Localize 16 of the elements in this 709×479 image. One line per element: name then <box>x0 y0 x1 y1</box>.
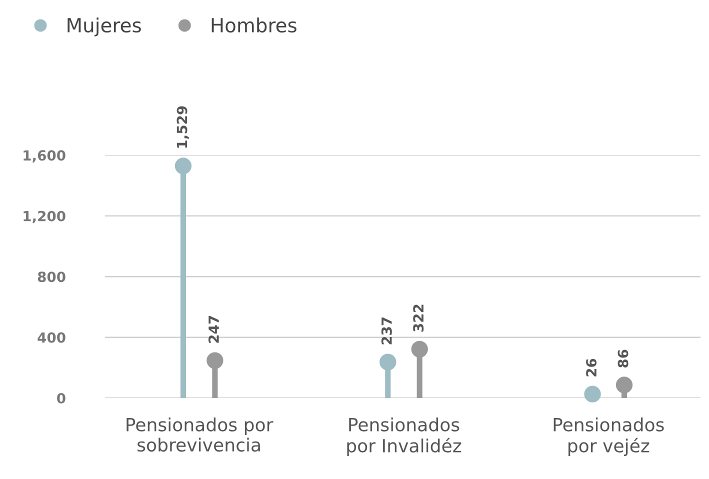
data-label: 86 <box>618 350 628 368</box>
data-label: 26 <box>586 358 597 376</box>
x-tick-label: Pensionados por sobrevivencia <box>126 417 274 452</box>
data-label: 247 <box>208 316 219 343</box>
x-tick-label: Pensionados por Invalidéz <box>347 417 462 456</box>
y-tick-label: 1,600 <box>24 150 66 162</box>
data-label: 322 <box>413 304 424 332</box>
x-tick-label: Pensionados por vejéz <box>554 417 664 456</box>
data-label: 237 <box>381 318 392 344</box>
y-tick-label: 0 <box>57 393 66 404</box>
data-label: 1,529 <box>176 106 190 148</box>
y-tick-label: 400 <box>38 332 66 343</box>
y-tick-label: 1,200 <box>24 210 66 224</box>
legend-label: Hombres <box>212 18 296 33</box>
y-tick-label: 800 <box>38 272 66 282</box>
legend-label: Mujeres <box>68 18 141 36</box>
